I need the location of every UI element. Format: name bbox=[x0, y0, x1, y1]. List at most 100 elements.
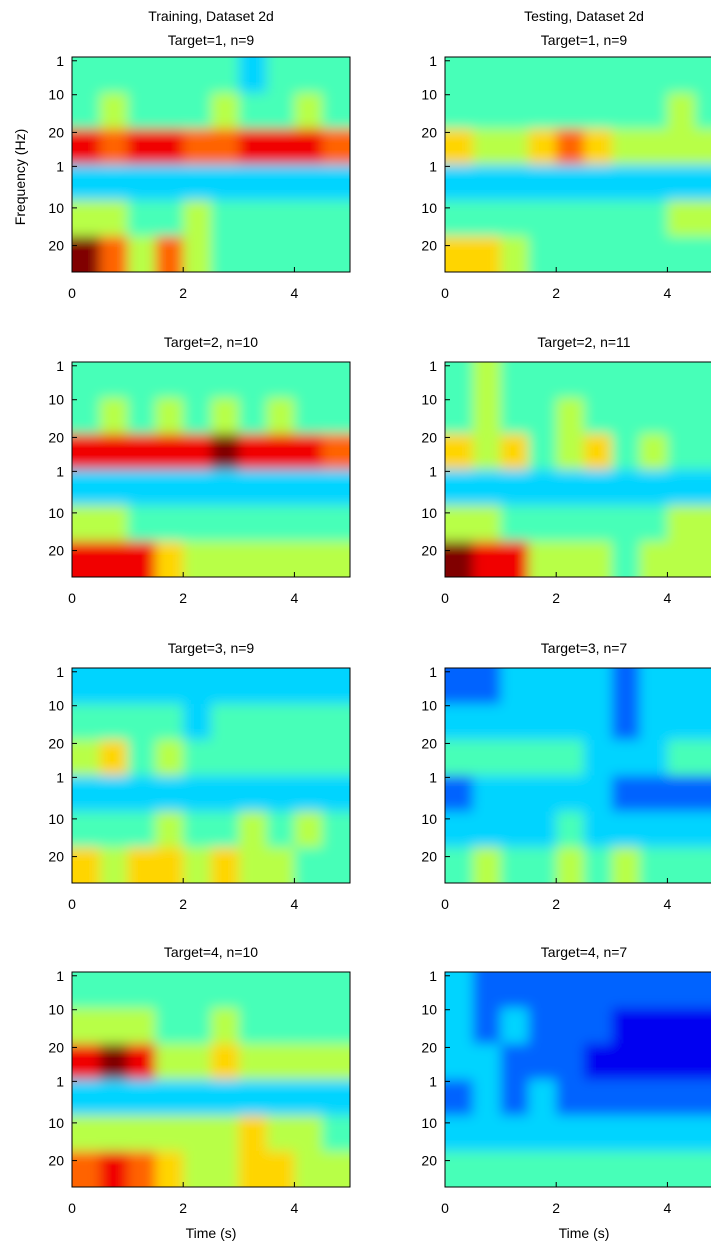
heatmap-cell bbox=[639, 433, 668, 470]
heatmap-cell bbox=[584, 739, 613, 776]
heatmap-cell bbox=[667, 505, 696, 542]
heatmap-cell bbox=[528, 92, 557, 130]
heatmap-cell bbox=[667, 1151, 696, 1187]
panel-title: Target=3, n=7 bbox=[541, 640, 628, 656]
heatmap-cell bbox=[99, 362, 129, 399]
panel: 1 10 20 1 10 20 0 2 4 Target=2, n=10 bbox=[48, 334, 351, 606]
heatmap-cell bbox=[72, 1043, 101, 1080]
heatmap-cell bbox=[183, 847, 212, 883]
heatmap-cell bbox=[500, 1079, 529, 1116]
heatmap-cell bbox=[472, 541, 502, 577]
heatmap-cell bbox=[584, 811, 613, 848]
heatmap-cell bbox=[322, 1079, 350, 1116]
heatmap-cell bbox=[155, 972, 184, 1009]
x-tick-label: 4 bbox=[291, 285, 299, 301]
heatmap-cell bbox=[211, 1115, 240, 1152]
heatmap-cell bbox=[556, 128, 585, 165]
heatmap-cell bbox=[528, 164, 557, 201]
heatmap-cell bbox=[322, 397, 350, 435]
heatmap-cell bbox=[472, 847, 502, 883]
heatmap-cell bbox=[99, 164, 129, 201]
x-tick-label: 0 bbox=[441, 896, 449, 912]
heatmap-cell bbox=[155, 92, 184, 130]
heatmap-cell bbox=[127, 164, 156, 201]
y-tick-label: 10 bbox=[421, 392, 437, 408]
heatmap-cell bbox=[72, 362, 101, 399]
heatmap-cell bbox=[294, 972, 323, 1009]
y-tick-label: 10 bbox=[48, 698, 64, 714]
heatmap-cell bbox=[556, 775, 585, 812]
heatmap-cell bbox=[445, 811, 474, 848]
heatmap-cell bbox=[556, 972, 585, 1009]
heatmap-cell bbox=[472, 92, 502, 130]
heatmap-blur bbox=[72, 668, 350, 883]
heatmap-cell bbox=[472, 236, 502, 272]
heatmap-cell bbox=[294, 469, 323, 506]
panel-title: Target=2, n=11 bbox=[537, 334, 630, 350]
axes-frame bbox=[444, 971, 711, 1188]
heatmap-blur bbox=[72, 57, 350, 272]
heatmap-cell bbox=[528, 847, 557, 883]
heatmap-cell bbox=[695, 811, 711, 848]
heatmap-cell bbox=[611, 200, 641, 237]
heatmap-cell bbox=[584, 775, 613, 812]
heatmap-cell bbox=[639, 57, 668, 94]
heatmap-cell bbox=[556, 433, 585, 470]
x-tick-label: 2 bbox=[552, 590, 560, 606]
heatmap-cell bbox=[445, 397, 474, 435]
heatmap-cell bbox=[127, 739, 156, 776]
heatmap-cell bbox=[611, 236, 641, 272]
heatmap-cell bbox=[211, 1079, 240, 1116]
y-tick-label: 20 bbox=[421, 429, 437, 445]
heatmap-cell bbox=[556, 1151, 585, 1187]
heatmap-cell bbox=[695, 1115, 711, 1152]
heatmap-blur bbox=[445, 668, 711, 883]
heatmap-cell bbox=[294, 236, 323, 272]
heatmap-cell bbox=[266, 57, 295, 94]
heatmap-cell bbox=[611, 505, 641, 542]
heatmap-cell bbox=[322, 1043, 350, 1080]
heatmap-cell bbox=[500, 1007, 529, 1045]
x-tick-label: 4 bbox=[291, 896, 299, 912]
heatmap-cell bbox=[611, 1043, 641, 1080]
heatmap-cell bbox=[667, 200, 696, 237]
heatmap-cell bbox=[639, 164, 668, 201]
heatmap-cell bbox=[445, 200, 474, 237]
heatmap-cell bbox=[266, 1079, 295, 1116]
heatmap-cell bbox=[99, 1007, 129, 1045]
heatmap-cell bbox=[322, 847, 350, 883]
heatmap-cell bbox=[72, 128, 101, 165]
heatmap-cell bbox=[127, 668, 156, 705]
y-tick-label: 1 bbox=[429, 358, 437, 374]
heatmap-cell bbox=[472, 668, 502, 705]
heatmap-cell bbox=[127, 811, 156, 848]
heatmap-cell bbox=[695, 775, 711, 812]
heatmap-cell bbox=[639, 469, 668, 506]
heatmap-blur bbox=[445, 362, 711, 577]
heatmap-cell bbox=[584, 1079, 613, 1116]
heatmap-cell bbox=[72, 703, 101, 741]
heatmap-cell bbox=[183, 1007, 212, 1045]
x-tick-label: 2 bbox=[552, 1200, 560, 1216]
heatmap-cell bbox=[155, 775, 184, 812]
heatmap-cell bbox=[266, 128, 295, 165]
heatmap-cell bbox=[695, 847, 711, 883]
heatmap-cell bbox=[667, 433, 696, 470]
heatmap-cell bbox=[238, 739, 268, 776]
heatmap-cell bbox=[155, 1007, 184, 1045]
heatmap-cell bbox=[556, 703, 585, 741]
heatmap-cell bbox=[667, 1079, 696, 1116]
heatmap-cell bbox=[667, 236, 696, 272]
heatmap-cell bbox=[72, 668, 101, 705]
heatmap-cell bbox=[584, 668, 613, 705]
heatmap-cell bbox=[667, 57, 696, 94]
heatmap-cell bbox=[266, 92, 295, 130]
heatmap-cell bbox=[266, 703, 295, 741]
heatmap-cell bbox=[211, 1043, 240, 1080]
y-tick-label: 20 bbox=[48, 543, 64, 559]
heatmap-cells bbox=[72, 362, 350, 577]
heatmap-cell bbox=[211, 57, 240, 94]
heatmap-cell bbox=[99, 92, 129, 130]
heatmap-cell bbox=[155, 236, 184, 272]
heatmap-cell bbox=[584, 236, 613, 272]
